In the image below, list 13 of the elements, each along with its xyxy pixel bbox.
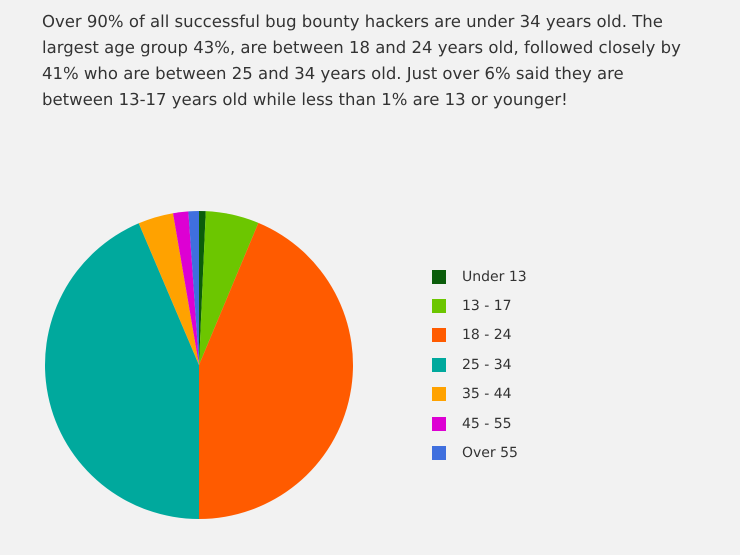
pie-slice [199, 211, 258, 365]
legend-label: 25 - 34 [462, 356, 512, 373]
legend-label: Under 13 [462, 268, 527, 285]
pie-slice [45, 223, 199, 519]
legend-label: 18 - 24 [462, 327, 512, 344]
pie-slice [173, 211, 199, 365]
chart-title: Over 90% of all successful bug bounty hackers are under 34 years old. The largest age group 43%, are between 18 and 24 years old, followed closely by 41% who are between 25 and 34 years old. Just over 6% said they are between 13-17 years old while less than 1% are 13 or younger! [42, 11, 682, 111]
legend-label: 13 - 17 [462, 298, 512, 314]
pie-slice [199, 222, 353, 519]
pie-slice [138, 213, 199, 365]
legend-label: Over 55 [462, 445, 518, 462]
legend-label: 35 - 44 [462, 386, 512, 402]
legend-label: 45 - 55 [462, 416, 512, 432]
